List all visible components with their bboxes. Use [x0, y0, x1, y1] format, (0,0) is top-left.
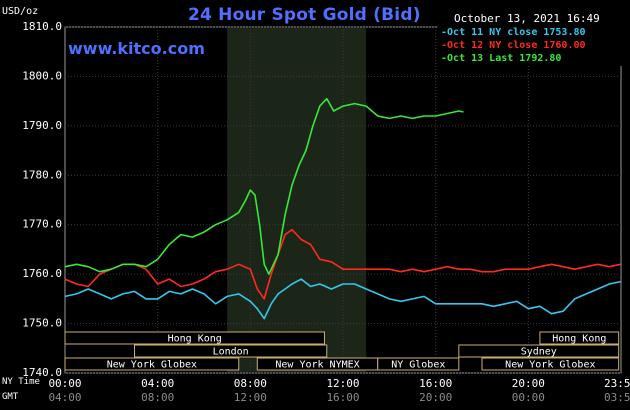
session-label: Hong Kong — [168, 334, 222, 345]
legend-item-oct12: -Oct 12 NY close 1760.00 — [438, 39, 624, 52]
session-label: London — [213, 347, 249, 358]
price-line-series-0 — [64, 278, 621, 320]
session-label: Sydney — [521, 347, 557, 358]
x-tick-label-ny: 20:00 — [512, 377, 545, 390]
x-tick-label-gmt: 20:00 — [419, 391, 452, 404]
x-tick-label-gmt: 00:00 — [512, 391, 545, 404]
session-bar — [481, 357, 620, 371]
x-tick-label-ny: 00:00 — [48, 377, 81, 390]
legend: -Oct 11 NY close 1753.80 -Oct 12 NY clos… — [438, 26, 624, 66]
y-tick-label: 1790.0 — [22, 119, 62, 132]
x-tick-label-gmt: 03:59 — [604, 391, 630, 404]
session-label: New York Globex — [505, 360, 595, 371]
x-tick-label-ny: 08:00 — [234, 377, 267, 390]
y-tick-label: 1750.0 — [22, 317, 62, 330]
y-tick-label: 1740.0 — [22, 366, 62, 379]
y-tick-label: 1760.0 — [22, 267, 62, 280]
legend-item-oct13: -Oct 13 Last 1792.80 — [438, 52, 624, 65]
chart-title: 24 Hour Spot Gold (Bid) — [188, 5, 421, 25]
x-tick-label-ny: 23:59 — [604, 377, 630, 390]
session-bar — [539, 331, 620, 345]
session-label: NY Globex — [391, 360, 445, 371]
session-label: New York Globex — [107, 360, 197, 371]
legend-label-oct11: Oct 11 NY close 1753.80 — [447, 27, 586, 38]
chart-datetime: October 13, 2021 16:49 — [454, 12, 600, 25]
ny-time-row-label: NY Time — [2, 377, 40, 387]
gmt-row-label: GMT — [2, 392, 19, 402]
y-tick-label: 1800.0 — [22, 69, 62, 82]
session-label: New York NYMEX — [275, 360, 359, 371]
legend-label-oct13: Oct 13 Last 1792.80 — [447, 53, 562, 64]
y-tick-label: 1780.0 — [22, 168, 62, 181]
x-tick-label-gmt: 12:00 — [234, 391, 267, 404]
session-label: Hong Kong — [552, 334, 606, 345]
y-axis-units: USD/oz — [2, 6, 39, 17]
legend-swatch: - — [441, 53, 448, 64]
y-tick-label: 1770.0 — [22, 218, 62, 231]
session-bar — [64, 331, 325, 345]
x-tick-label-ny: 12:00 — [326, 377, 359, 390]
session-bar — [458, 344, 620, 358]
x-tick-label-gmt: 08:00 — [141, 391, 174, 404]
session-bar — [134, 344, 328, 358]
legend-swatch: - — [441, 40, 448, 51]
x-tick-label-ny: 04:00 — [141, 377, 174, 390]
legend-swatch: - — [441, 27, 448, 38]
price-line-series-1 — [64, 228, 621, 300]
x-tick-label-gmt: 04:00 — [48, 391, 81, 404]
legend-item-oct11: -Oct 11 NY close 1753.80 — [438, 26, 624, 39]
price-line-series-2 — [64, 97, 464, 275]
session-bar — [64, 357, 240, 371]
x-tick-label-gmt: 16:00 — [326, 391, 359, 404]
x-tick-label-ny: 16:00 — [419, 377, 452, 390]
session-bar — [377, 357, 460, 371]
legend-label-oct12: Oct 12 NY close 1760.00 — [447, 40, 586, 51]
trading-hours-band — [227, 28, 367, 372]
y-tick-label: 1810.0 — [22, 20, 62, 33]
watermark-link[interactable]: www.kitco.com — [68, 39, 205, 58]
